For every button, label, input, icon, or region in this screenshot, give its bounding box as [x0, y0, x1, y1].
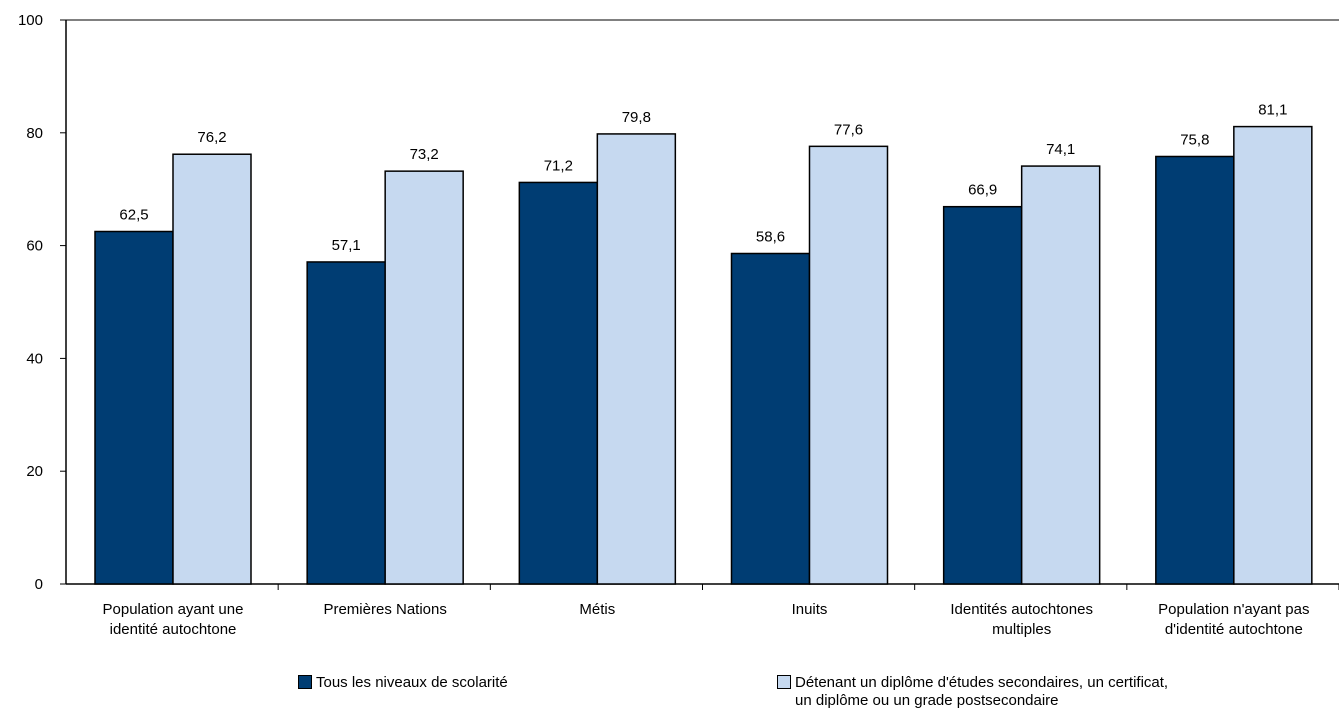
category-label: identité autochtone [110, 621, 237, 638]
category-label: Population n'ayant pas [1158, 601, 1309, 618]
bar-all-levels [306, 261, 386, 585]
bar-diploma [172, 153, 252, 585]
data-label: 73,2 [410, 146, 439, 163]
category-labels: Population ayant une identité autochtone P… [103, 601, 1310, 638]
y-tick-label: 80 [26, 125, 43, 142]
y-tick-label: 20 [26, 463, 43, 480]
data-label: 62,5 [119, 207, 148, 224]
bar-diploma [596, 133, 677, 585]
y-tick-label: 0 [35, 576, 43, 593]
data-label: 81,1 [1258, 102, 1287, 119]
legend-item-all-levels: Tous les niveaux de scolarité [298, 674, 508, 692]
axes: 0 20 40 60 80 100 [18, 12, 1339, 593]
data-label: 75,8 [1180, 131, 1209, 148]
legend-item-diploma: Détenant un diplôme d'études secondaires… [777, 674, 1297, 710]
bar-diploma [1233, 125, 1313, 585]
legend-label-line-2: un diplôme ou un grade postsecondaire [795, 692, 1059, 709]
category-label: d'identité autochtone [1165, 621, 1303, 638]
category-label: Métis [579, 601, 615, 618]
y-tick-label: 40 [26, 350, 43, 367]
bar-diploma [1020, 165, 1101, 585]
y-tick-label: 60 [26, 238, 43, 255]
y-tick-label: 100 [18, 12, 43, 29]
data-label: 79,8 [622, 109, 651, 126]
category-label: Population ayant une [103, 601, 244, 618]
bar-all-levels [518, 181, 599, 585]
category-label: multiples [992, 621, 1051, 638]
bar-all-levels [1155, 155, 1235, 585]
category-label: Identités autochtones [950, 601, 1093, 618]
data-label: 57,1 [332, 237, 361, 254]
legend-label-line-1: Détenant un diplôme d'études secondaires… [795, 674, 1169, 691]
category-label: Inuits [792, 601, 828, 618]
data-label: 58,6 [756, 228, 785, 245]
bar-all-levels [942, 205, 1023, 585]
bar-all-levels [94, 230, 174, 585]
legend-label: Tous les niveaux de scolarité [316, 674, 508, 691]
legend-swatch-dark [298, 675, 312, 689]
bar-diploma [808, 145, 889, 585]
data-label: 74,1 [1046, 141, 1075, 158]
data-label: 66,9 [968, 182, 997, 199]
data-label: 71,2 [544, 157, 573, 174]
data-labels: 62,5 76,2 57,1 73,2 71,2 79,8 58,6 77,6 66,9 74,1… [119, 102, 1287, 254]
bar-all-levels [730, 252, 811, 585]
bar-diploma [384, 170, 464, 585]
data-label: 77,6 [834, 121, 863, 138]
bars [94, 125, 1313, 585]
data-label: 76,2 [197, 129, 226, 146]
category-label: Premières Nations [323, 601, 446, 618]
legend-swatch-light [777, 675, 791, 689]
